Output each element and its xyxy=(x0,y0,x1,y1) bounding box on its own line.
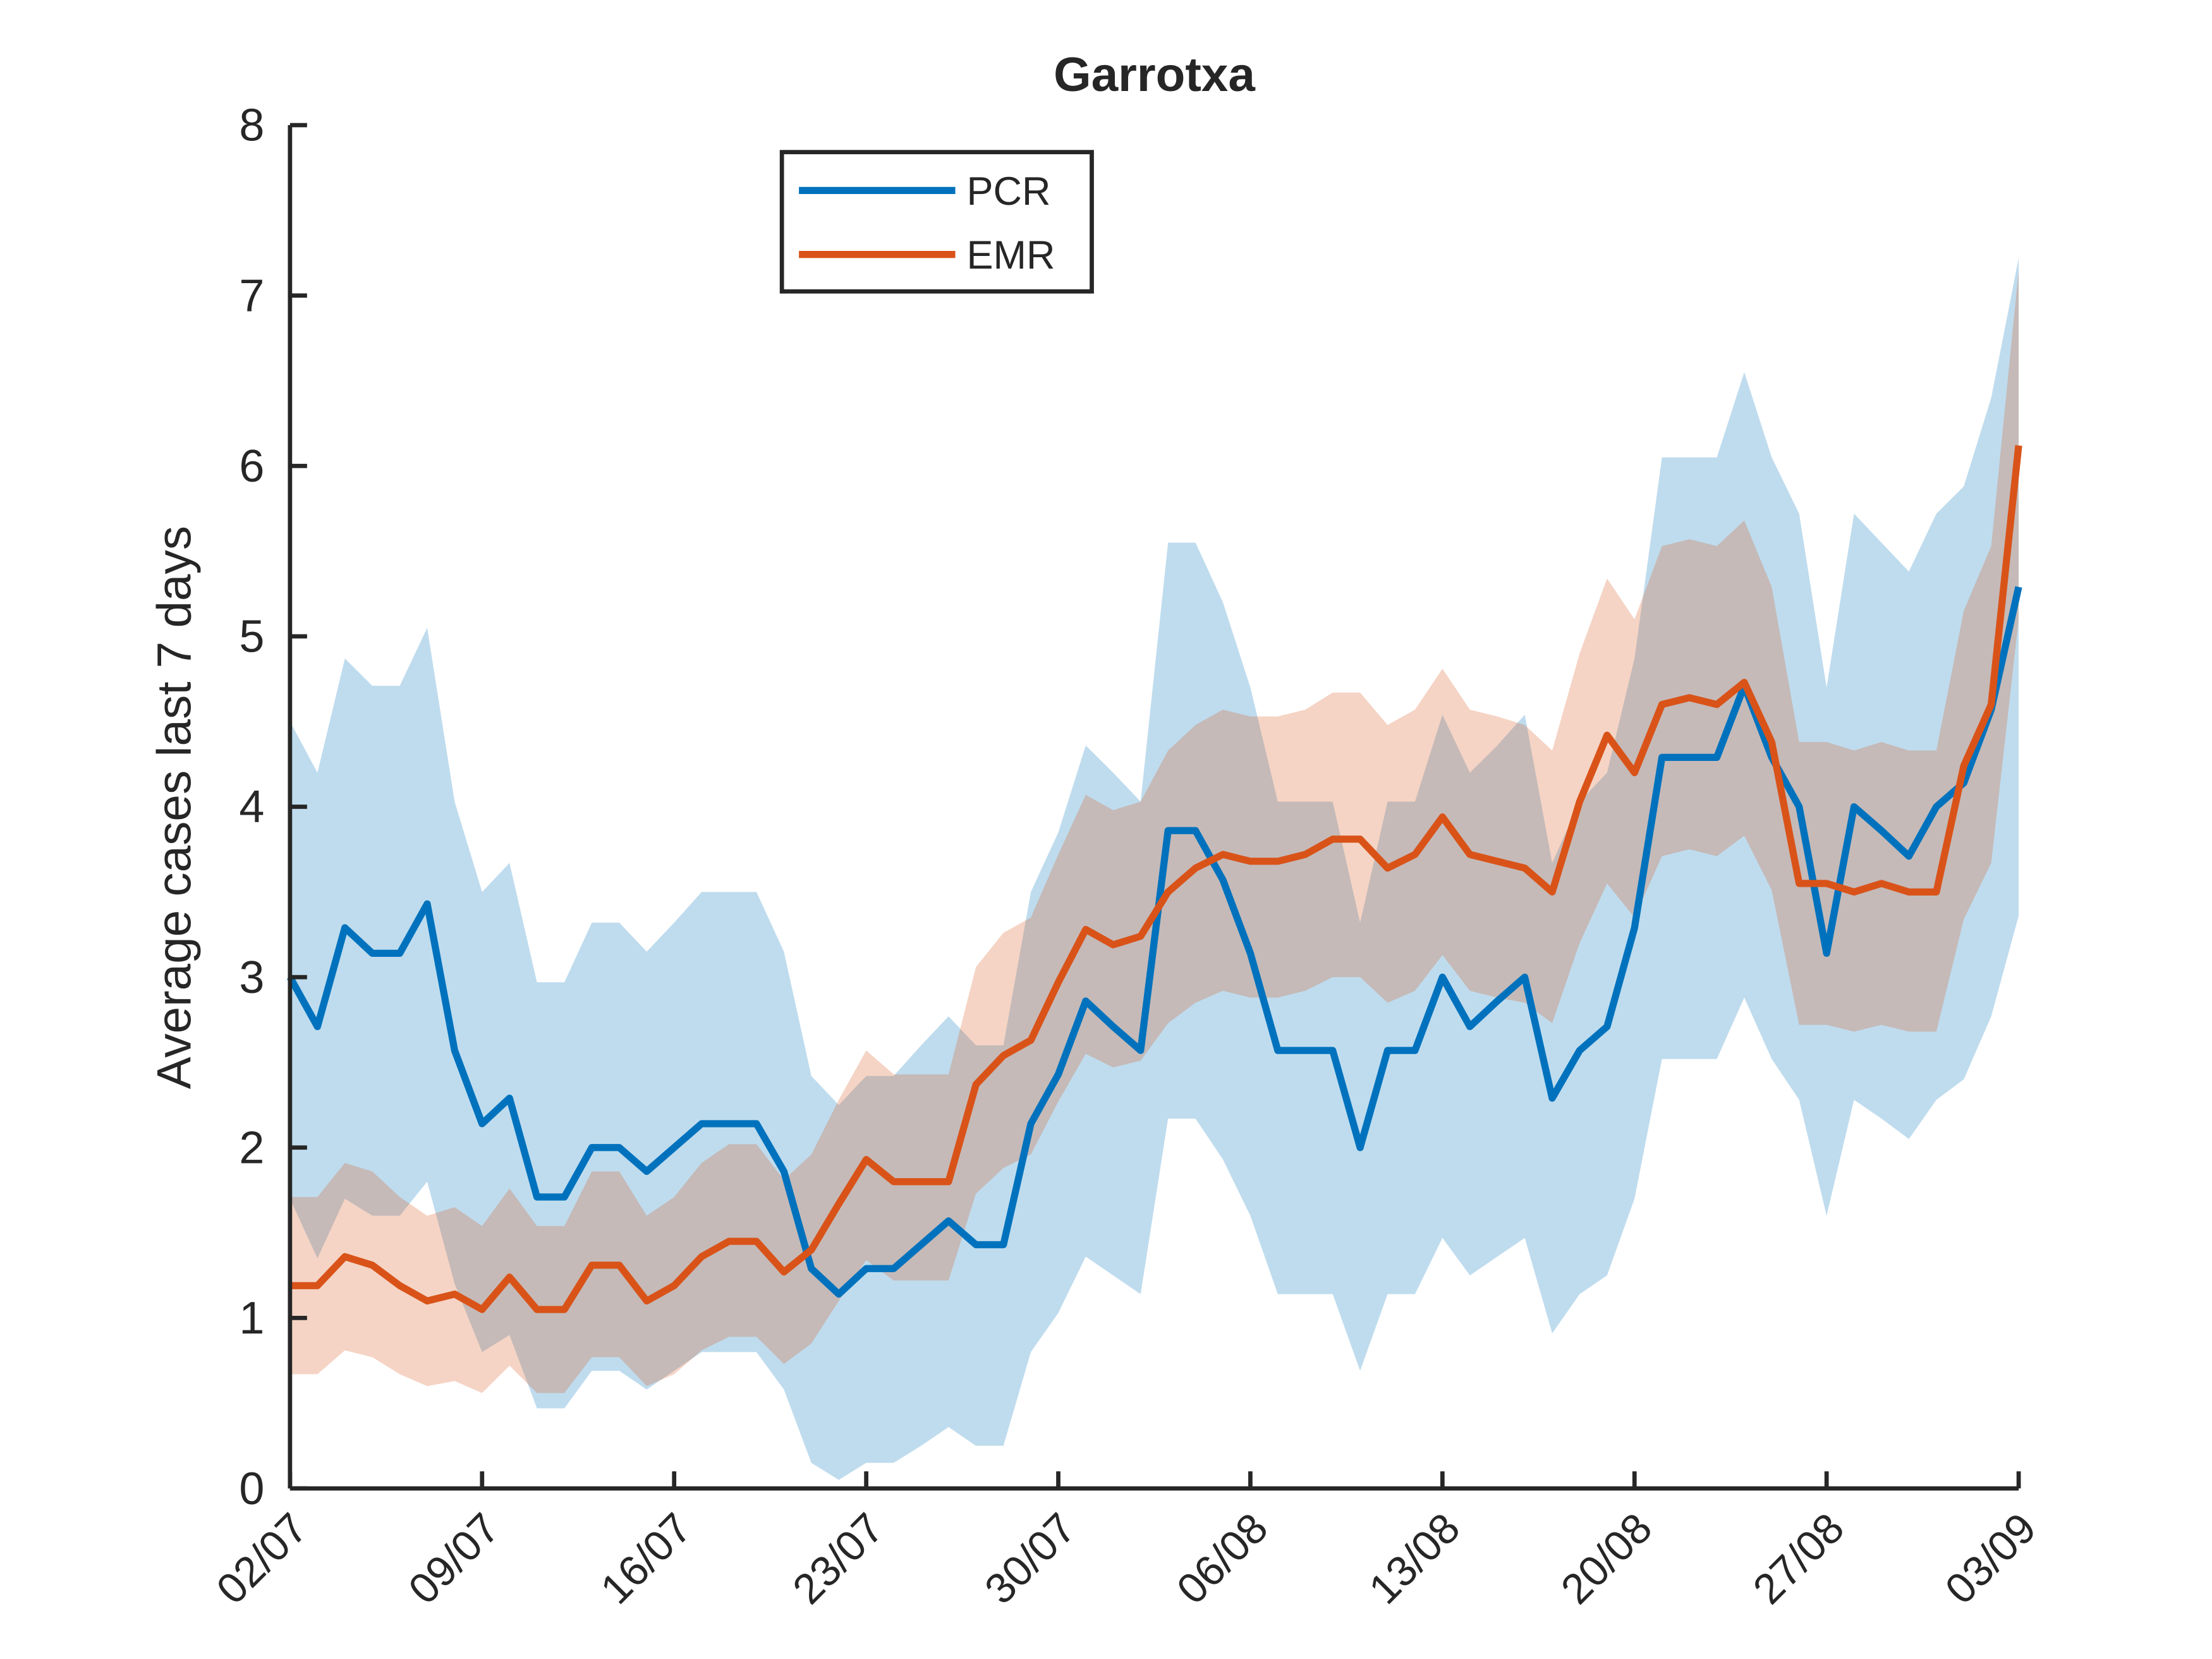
x-tick-label: 27/08 xyxy=(1744,1504,1853,1613)
x-tick-label: 23/07 xyxy=(784,1504,892,1613)
legend-box xyxy=(779,150,1094,294)
y-tick-label: 5 xyxy=(239,612,264,662)
y-tick-label: 4 xyxy=(239,782,264,832)
y-tick-label: 6 xyxy=(239,441,264,492)
x-tick-label: 16/07 xyxy=(592,1504,700,1613)
y-axis-label: Average cases last 7 days xyxy=(147,526,201,1089)
chart-title: Garrotxa xyxy=(1054,48,1256,102)
legend-label: EMR xyxy=(967,233,1055,277)
confidence-band xyxy=(289,258,2019,1480)
y-tick-label: 0 xyxy=(239,1464,264,1514)
x-tick-label: 02/07 xyxy=(208,1504,317,1613)
series-line xyxy=(286,586,2022,1298)
legend-label: PCR xyxy=(967,169,1051,214)
y-tick-label: 7 xyxy=(239,270,264,321)
y-tick-label: 2 xyxy=(239,1123,264,1174)
y-tick-label: 1 xyxy=(239,1293,264,1344)
x-tick-label: 09/07 xyxy=(399,1504,508,1613)
x-tick-label: 30/07 xyxy=(976,1504,1085,1613)
x-tick-label: 20/08 xyxy=(1552,1504,1661,1613)
y-tick-label: 3 xyxy=(239,952,264,1003)
x-tick-label: 06/08 xyxy=(1168,1504,1277,1613)
series-line xyxy=(289,445,2022,1313)
x-tick-label: 03/09 xyxy=(1936,1504,2045,1613)
x-tick-label: 13/08 xyxy=(1360,1504,1469,1613)
confidence-band xyxy=(289,270,2019,1394)
y-tick-label: 8 xyxy=(239,100,264,151)
